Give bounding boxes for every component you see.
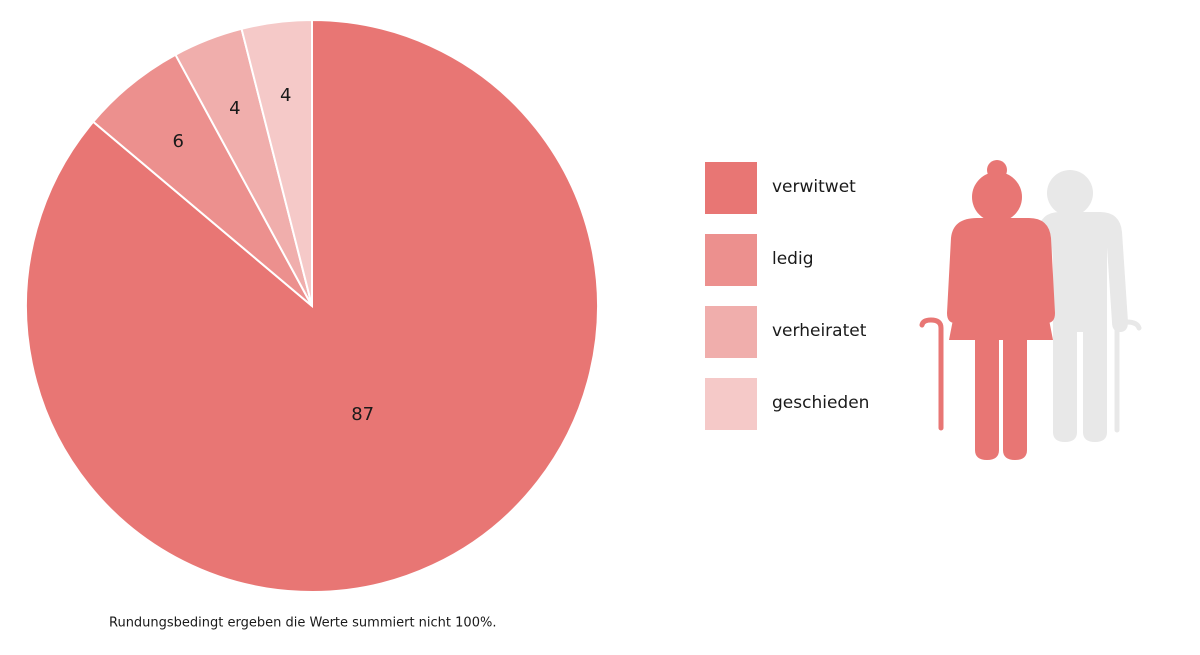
- pie: 87 6 4 4: [25, 18, 599, 593]
- slice: [240, 18, 313, 307]
- data-label: 6: [172, 131, 183, 152]
- icon-woman: [919, 160, 1055, 460]
- data-label: 4: [229, 98, 240, 119]
- legend-swatch: [705, 162, 757, 214]
- legend: verwitwet ledig verheiratet geschieden: [705, 162, 869, 430]
- legend-swatch: [705, 378, 757, 430]
- footnote: Rundungsbedingt ergeben die Werte summie…: [109, 616, 496, 631]
- legend-swatch: [705, 234, 757, 286]
- data-label: 4: [280, 85, 291, 106]
- legend-label: geschieden: [772, 393, 869, 413]
- legend-label: verwitwet: [772, 177, 856, 197]
- icon-man: [1032, 170, 1142, 442]
- legend-label: verheiratet: [772, 321, 867, 341]
- data-label: 87: [351, 404, 374, 425]
- legend-label: ledig: [772, 249, 814, 269]
- legend-swatch: [705, 306, 757, 358]
